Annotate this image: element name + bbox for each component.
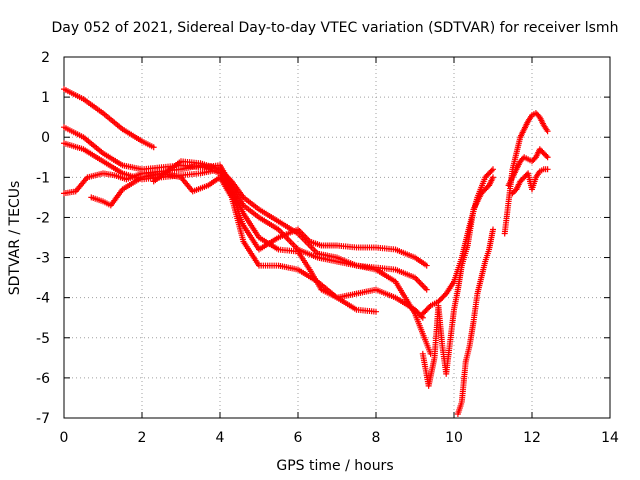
x-tick-labels: 0 2 4 6 8 10 12 14	[60, 430, 619, 446]
data-point	[441, 291, 448, 298]
axis-ticks	[63, 56, 611, 419]
data-point	[538, 147, 545, 154]
y-axis-label: SDTVAR / TECUs	[7, 181, 23, 296]
y-tick-label: -4	[36, 291, 50, 307]
x-tick-label: 8	[372, 430, 381, 446]
series-track-7	[419, 174, 496, 389]
data-point	[150, 144, 157, 151]
x-tick-label: 12	[523, 430, 541, 446]
x-tick-label: 10	[445, 430, 463, 446]
y-tick-label: -2	[36, 210, 50, 226]
plot-frame	[63, 56, 611, 419]
grid	[64, 57, 610, 418]
data-point	[536, 146, 543, 153]
y-tick-label: -5	[36, 331, 50, 347]
data-point	[418, 313, 425, 320]
data-point	[544, 166, 551, 173]
data-point	[518, 177, 525, 184]
data-point	[510, 189, 517, 196]
y-tick-label: -7	[36, 411, 50, 427]
data-point	[544, 128, 551, 135]
y-tick-label: 2	[41, 50, 50, 66]
series-track-11	[505, 146, 551, 189]
series-track-6	[150, 158, 426, 321]
data-point	[530, 156, 537, 163]
data-point	[488, 167, 495, 174]
data-point	[426, 304, 433, 311]
data-point	[518, 156, 525, 163]
x-axis-label: GPS time / hours	[276, 458, 393, 474]
x-tick-label: 14	[601, 430, 619, 446]
data-point	[490, 174, 496, 181]
y-tick-labels: 2 1 0 -1 -2 -3 -4 -5 -6 -7	[36, 50, 50, 427]
y-tick-label: -6	[36, 371, 50, 387]
y-tick-label: 1	[41, 90, 50, 106]
data-point	[544, 154, 551, 161]
series-track-5	[88, 170, 379, 315]
y-tick-label: -3	[36, 251, 50, 267]
data-point	[517, 158, 524, 165]
data-point	[517, 178, 524, 185]
data-point	[490, 226, 496, 233]
data-point	[373, 308, 379, 315]
data-point	[423, 286, 430, 293]
x-tick-label: 0	[60, 430, 69, 446]
series-track-1	[61, 86, 157, 151]
series-track-12	[509, 166, 551, 197]
data-point	[423, 262, 430, 269]
chart-title: Day 052 of 2021, Sidereal Day-to-day VTE…	[52, 20, 619, 36]
series-track-8	[419, 166, 496, 317]
data-point	[490, 166, 496, 173]
x-tick-label: 4	[216, 430, 225, 446]
x-tick-label: 2	[138, 430, 147, 446]
y-tick-label: 0	[41, 130, 50, 146]
y-tick-label: -1	[36, 170, 50, 186]
x-tick-label: 6	[294, 430, 303, 446]
data-marks	[61, 86, 551, 417]
data-point	[543, 152, 550, 159]
series-track-9	[454, 226, 496, 417]
